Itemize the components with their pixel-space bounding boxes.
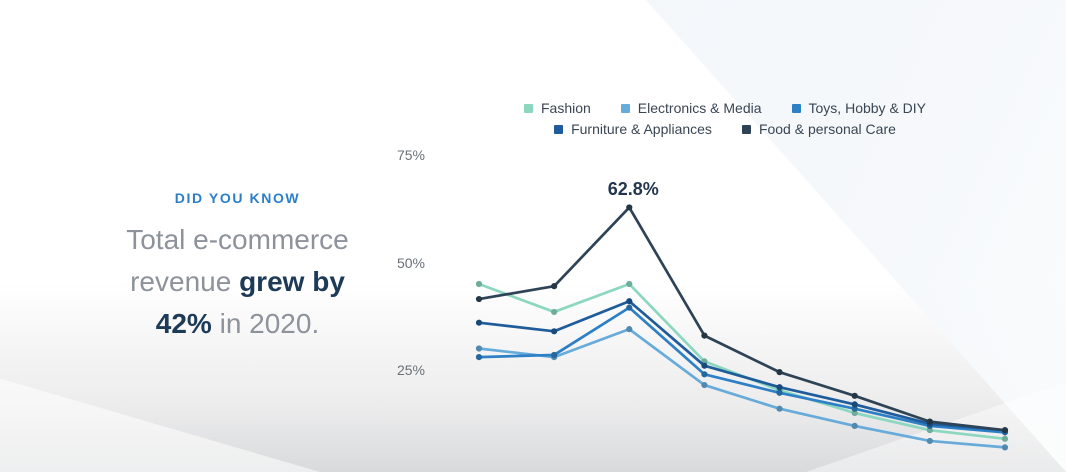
legend-item-fashion: Fashion	[523, 100, 591, 116]
data-point	[851, 422, 858, 429]
legend-label: Toys, Hobby & DIY	[808, 100, 927, 116]
headline-line-3: 42% in 2020.	[155, 308, 320, 339]
did-you-know-block: DID YOU KNOW Total e-commerce revenue gr…	[85, 190, 390, 345]
legend-row-1: Fashion Electronics & Media Toys, Hobby & …	[523, 100, 927, 116]
legend-item-toys-hobby-diy: Toys, Hobby & DIY	[791, 100, 927, 116]
legend-item-furniture-appliances: Furniture & Appliances	[554, 121, 712, 137]
series-line-food-personal-care	[478, 206, 1006, 432]
legend-label: Fashion	[540, 100, 591, 116]
data-point	[475, 345, 483, 352]
series-line-electronics-media	[478, 327, 1006, 449]
headline-line-1: Total e-commerce	[126, 224, 349, 255]
legend-label: Furniture & Appliances	[571, 121, 712, 137]
data-point	[475, 280, 483, 288]
legend-label: Electronics & Media	[637, 100, 762, 116]
data-point	[1001, 444, 1009, 451]
data-point	[1001, 435, 1009, 442]
legend-swatch-icon	[741, 124, 751, 134]
legend-swatch-icon	[554, 124, 564, 134]
data-point	[626, 326, 633, 333]
data-point	[1001, 427, 1009, 434]
y-tick-label: 75%	[396, 147, 425, 163]
headline: Total e-commerce revenue grew by 42% in …	[85, 219, 390, 345]
legend-swatch-icon	[523, 103, 533, 113]
chart-legend: Fashion Electronics & Media Toys, Hobby & …	[470, 100, 980, 137]
data-point	[551, 308, 558, 316]
data-point	[626, 280, 633, 288]
legend-swatch-icon	[620, 103, 630, 113]
data-point	[701, 381, 708, 389]
series-line-toys-hobby-diy	[478, 306, 1006, 434]
y-tick-label: 25%	[396, 362, 425, 378]
data-point	[626, 304, 633, 311]
legend-row-2: Furniture & Appliances Food & personal Ca…	[554, 121, 896, 137]
data-point	[475, 295, 483, 303]
kicker-label: DID YOU KNOW	[174, 190, 301, 206]
data-point	[626, 298, 633, 305]
data-point	[926, 437, 933, 445]
data-point	[926, 427, 933, 434]
data-point	[851, 401, 858, 408]
data-point	[851, 392, 858, 399]
data-point	[551, 351, 558, 359]
series-line-furniture-appliances	[478, 299, 1006, 432]
data-point	[551, 328, 558, 335]
data-point	[926, 418, 933, 425]
data-point	[626, 204, 633, 211]
data-point	[475, 354, 483, 361]
data-point	[701, 362, 708, 369]
data-point	[776, 369, 783, 376]
y-tick-label: 50%	[396, 254, 425, 271]
legend-swatch-icon	[791, 103, 801, 113]
data-point	[851, 409, 858, 417]
data-point	[776, 405, 783, 412]
data-point	[475, 319, 483, 326]
legend-label: Food & personal Care	[758, 121, 896, 137]
data-point	[851, 405, 858, 412]
legend-item-food-personal-care: Food & personal Care	[741, 121, 896, 137]
data-point	[776, 384, 783, 391]
data-point	[701, 371, 708, 378]
data-point	[551, 283, 558, 290]
series-line-fashion	[478, 282, 1006, 441]
data-point	[776, 389, 783, 396]
legend-item-electronics-media: Electronics & Media	[620, 100, 762, 116]
headline-line-2: revenue grew by	[130, 266, 345, 297]
peak-value-annotation: 62.8%	[607, 179, 659, 200]
data-point	[701, 332, 708, 339]
